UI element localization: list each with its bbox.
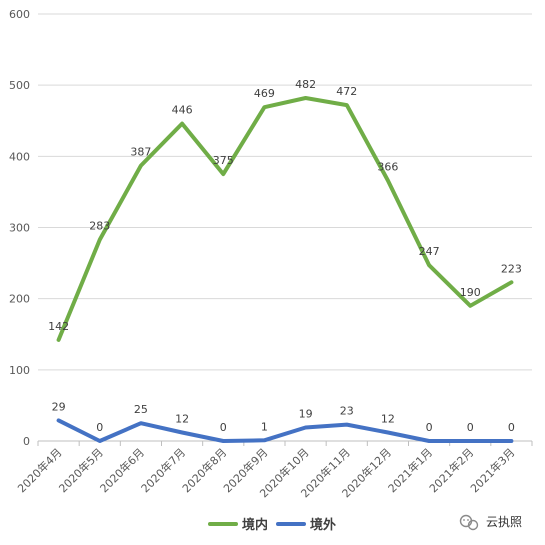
data-labels: 1422833874463754694824723662471902232902…: [48, 78, 522, 434]
y-tick-label: 300: [9, 222, 30, 235]
data-label: 0: [426, 421, 433, 434]
y-axis-ticks: 0 100 200 300 400 500 600: [9, 8, 30, 448]
data-label: 0: [467, 421, 474, 434]
data-label: 0: [96, 421, 103, 434]
y-tick-label: 600: [9, 8, 30, 21]
legend: 境内 境外: [208, 517, 336, 533]
watermark: 云执照: [459, 514, 522, 531]
y-tick-label: 100: [9, 364, 30, 377]
series-line-1: [56, 96, 514, 342]
legend-label: 境外: [310, 517, 336, 533]
data-label: 223: [501, 262, 522, 275]
wechat-icon: [459, 514, 479, 531]
y-tick-label: 0: [23, 435, 30, 448]
data-label: 12: [175, 412, 189, 425]
data-label: 1: [261, 420, 268, 433]
data-label: 283: [89, 220, 110, 233]
y-tick-label: 500: [9, 79, 30, 92]
watermark-text: 云执照: [486, 515, 522, 529]
y-tick-label: 400: [9, 150, 30, 163]
data-label: 472: [336, 85, 357, 98]
data-label: 190: [460, 286, 481, 299]
data-label: 387: [130, 146, 151, 159]
data-label: 482: [295, 78, 316, 91]
data-label: 247: [419, 245, 440, 258]
series-lines: [56, 96, 514, 443]
data-label: 366: [377, 161, 398, 174]
data-label: 142: [48, 320, 69, 333]
data-label: 29: [52, 400, 66, 413]
data-label: 25: [134, 403, 148, 416]
data-label: 469: [254, 87, 275, 100]
data-label: 446: [172, 104, 193, 117]
y-tick-label: 200: [9, 293, 30, 306]
series-line-2: [56, 418, 514, 443]
data-label: 375: [213, 154, 234, 167]
data-label: 0: [508, 421, 515, 434]
data-label: 19: [299, 407, 313, 420]
data-label: 23: [340, 405, 354, 418]
legend-label: 境内: [242, 517, 268, 533]
data-label: 0: [220, 421, 227, 434]
data-label: 12: [381, 412, 395, 425]
